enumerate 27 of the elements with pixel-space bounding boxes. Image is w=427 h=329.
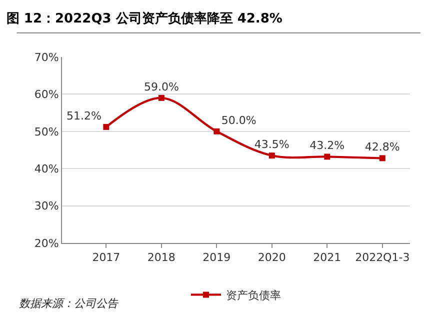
chart-title: 图 12：2022Q3 公司资产负债率降至 42.8%	[6, 10, 282, 26]
x-tick-label: 2017	[92, 251, 120, 264]
y-tick-label: 70%	[34, 50, 59, 64]
point	[103, 124, 110, 130]
data-label: 50.0%	[221, 114, 256, 127]
point	[324, 154, 330, 160]
x-tick-label: 2018	[147, 251, 176, 264]
source-note: 数据来源：公司公告	[19, 297, 119, 310]
point	[268, 152, 275, 159]
point	[158, 94, 164, 101]
data-label: 42.8%	[364, 140, 400, 154]
data-label: 59.0%	[144, 80, 179, 94]
y-tick-label: 40%	[34, 162, 59, 176]
y-tick-label: 50%	[34, 125, 59, 138]
y-tick-label: 60%	[34, 88, 59, 102]
point	[379, 155, 386, 162]
x-tick-label: 2021	[313, 251, 342, 264]
x-tick-label: 2019	[202, 251, 231, 264]
x-tick-label: 2020	[258, 251, 286, 264]
legend-label: 资产负债率	[226, 288, 281, 302]
point	[214, 128, 220, 134]
x-tick-label: 2022Q1-3	[355, 251, 410, 264]
y-tick-label: 20%	[34, 236, 59, 250]
data-label: 43.5%	[254, 138, 290, 152]
y-tick-label: 30%	[34, 200, 59, 213]
data-label: 43.2%	[310, 139, 345, 152]
data-label: 51.2%	[66, 109, 102, 122]
